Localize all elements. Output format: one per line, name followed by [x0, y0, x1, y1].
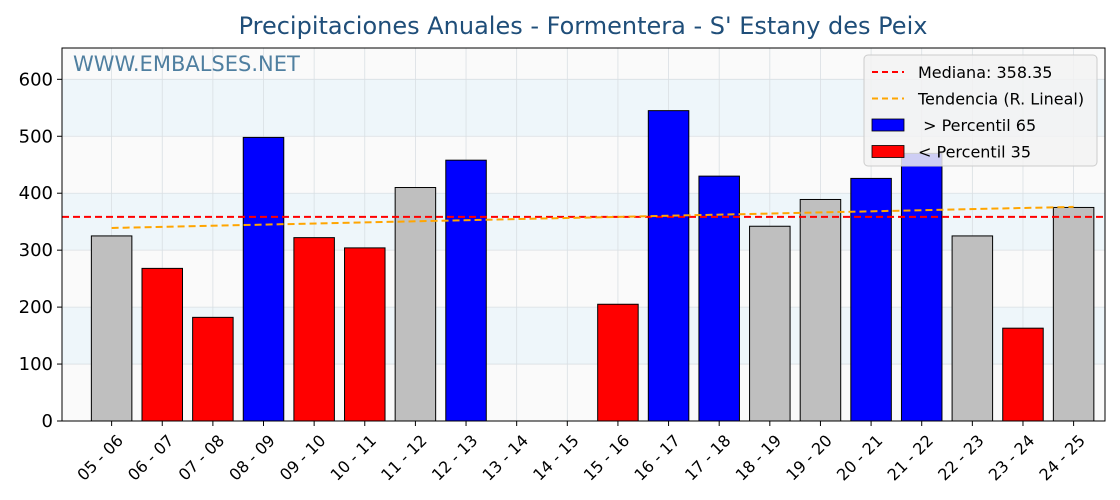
bar — [141, 267, 184, 422]
bar — [647, 110, 690, 422]
bar — [445, 159, 487, 422]
lines-layer — [62, 205, 1105, 229]
bar — [951, 235, 994, 422]
x-tick-label: 24 - 25 — [1035, 431, 1089, 485]
bars-layer — [90, 110, 1095, 422]
legend-box — [863, 54, 1098, 167]
y-tick-label: 400 — [19, 183, 53, 204]
y-tick-label: 200 — [19, 297, 53, 318]
bar — [597, 303, 639, 422]
y-axis: 0 100 200 300 400 500 600 — [19, 69, 62, 432]
bar — [293, 237, 335, 422]
bar — [900, 152, 943, 422]
x-tick-label: 19 - 20 — [782, 431, 836, 485]
legend-marker-patch — [871, 118, 905, 132]
x-tick-label: 07 - 08 — [175, 431, 229, 485]
y-tick-label: 500 — [19, 126, 53, 147]
x-tick-label: 14 - 15 — [529, 431, 583, 485]
watermark: WWW.EMBALSES.NET — [73, 52, 300, 76]
bar — [90, 235, 133, 422]
bar — [799, 198, 842, 422]
y-tick-label: 300 — [19, 240, 53, 261]
x-tick-label: 13 - 14 — [478, 431, 532, 485]
x-tick-label: 18 - 19 — [732, 431, 786, 485]
legend-label: > Percentil 65 — [918, 116, 1036, 135]
x-tick-label: 20 - 21 — [833, 431, 887, 485]
bar — [698, 175, 740, 422]
y-tick-label: 0 — [42, 411, 53, 432]
bar — [242, 136, 285, 422]
x-tick-label: 22 - 23 — [934, 431, 988, 485]
x-tick-label: 08 - 09 — [225, 431, 279, 485]
bar — [850, 177, 892, 422]
legend-label: < Percentil 35 — [918, 143, 1031, 162]
y-tick-label: 600 — [19, 69, 53, 90]
bar — [1052, 206, 1095, 422]
x-tick-label: 11 - 12 — [377, 431, 431, 485]
x-tick-label: 06 - 07 — [124, 431, 178, 485]
bar — [192, 316, 234, 422]
bar — [344, 247, 386, 422]
bar — [1002, 327, 1044, 422]
y-tick-label: 100 — [19, 354, 53, 375]
plot-frame — [61, 47, 1106, 422]
x-tick-label: 16 - 17 — [630, 431, 684, 485]
x-tick-label: 05 - 06 — [73, 431, 127, 485]
trend-line — [111, 205, 1074, 229]
x-tick-label: 15 - 16 — [580, 431, 634, 485]
legend-label: Mediana: 358.35 — [918, 63, 1052, 82]
x-tick-label: 09 - 10 — [276, 431, 330, 485]
legend: Mediana: 358.35 Tendencia (R. Lineal) > P… — [863, 54, 1098, 167]
x-tick-label: 23 - 24 — [985, 431, 1039, 485]
legend-marker-patch — [871, 145, 905, 158]
x-tick-label: 10 - 11 — [327, 431, 381, 485]
bar — [749, 225, 791, 422]
x-tick-label: 12 - 13 — [428, 431, 482, 485]
chart-title: Precipitaciones Anuales - Formentera - S… — [239, 12, 928, 40]
legend-label: Tendencia (R. Lineal) — [917, 90, 1084, 109]
x-tick-label: 17 - 18 — [681, 431, 735, 485]
x-tick-label: 21 - 22 — [884, 431, 938, 485]
bar — [394, 187, 437, 422]
band — [62, 193, 1105, 251]
